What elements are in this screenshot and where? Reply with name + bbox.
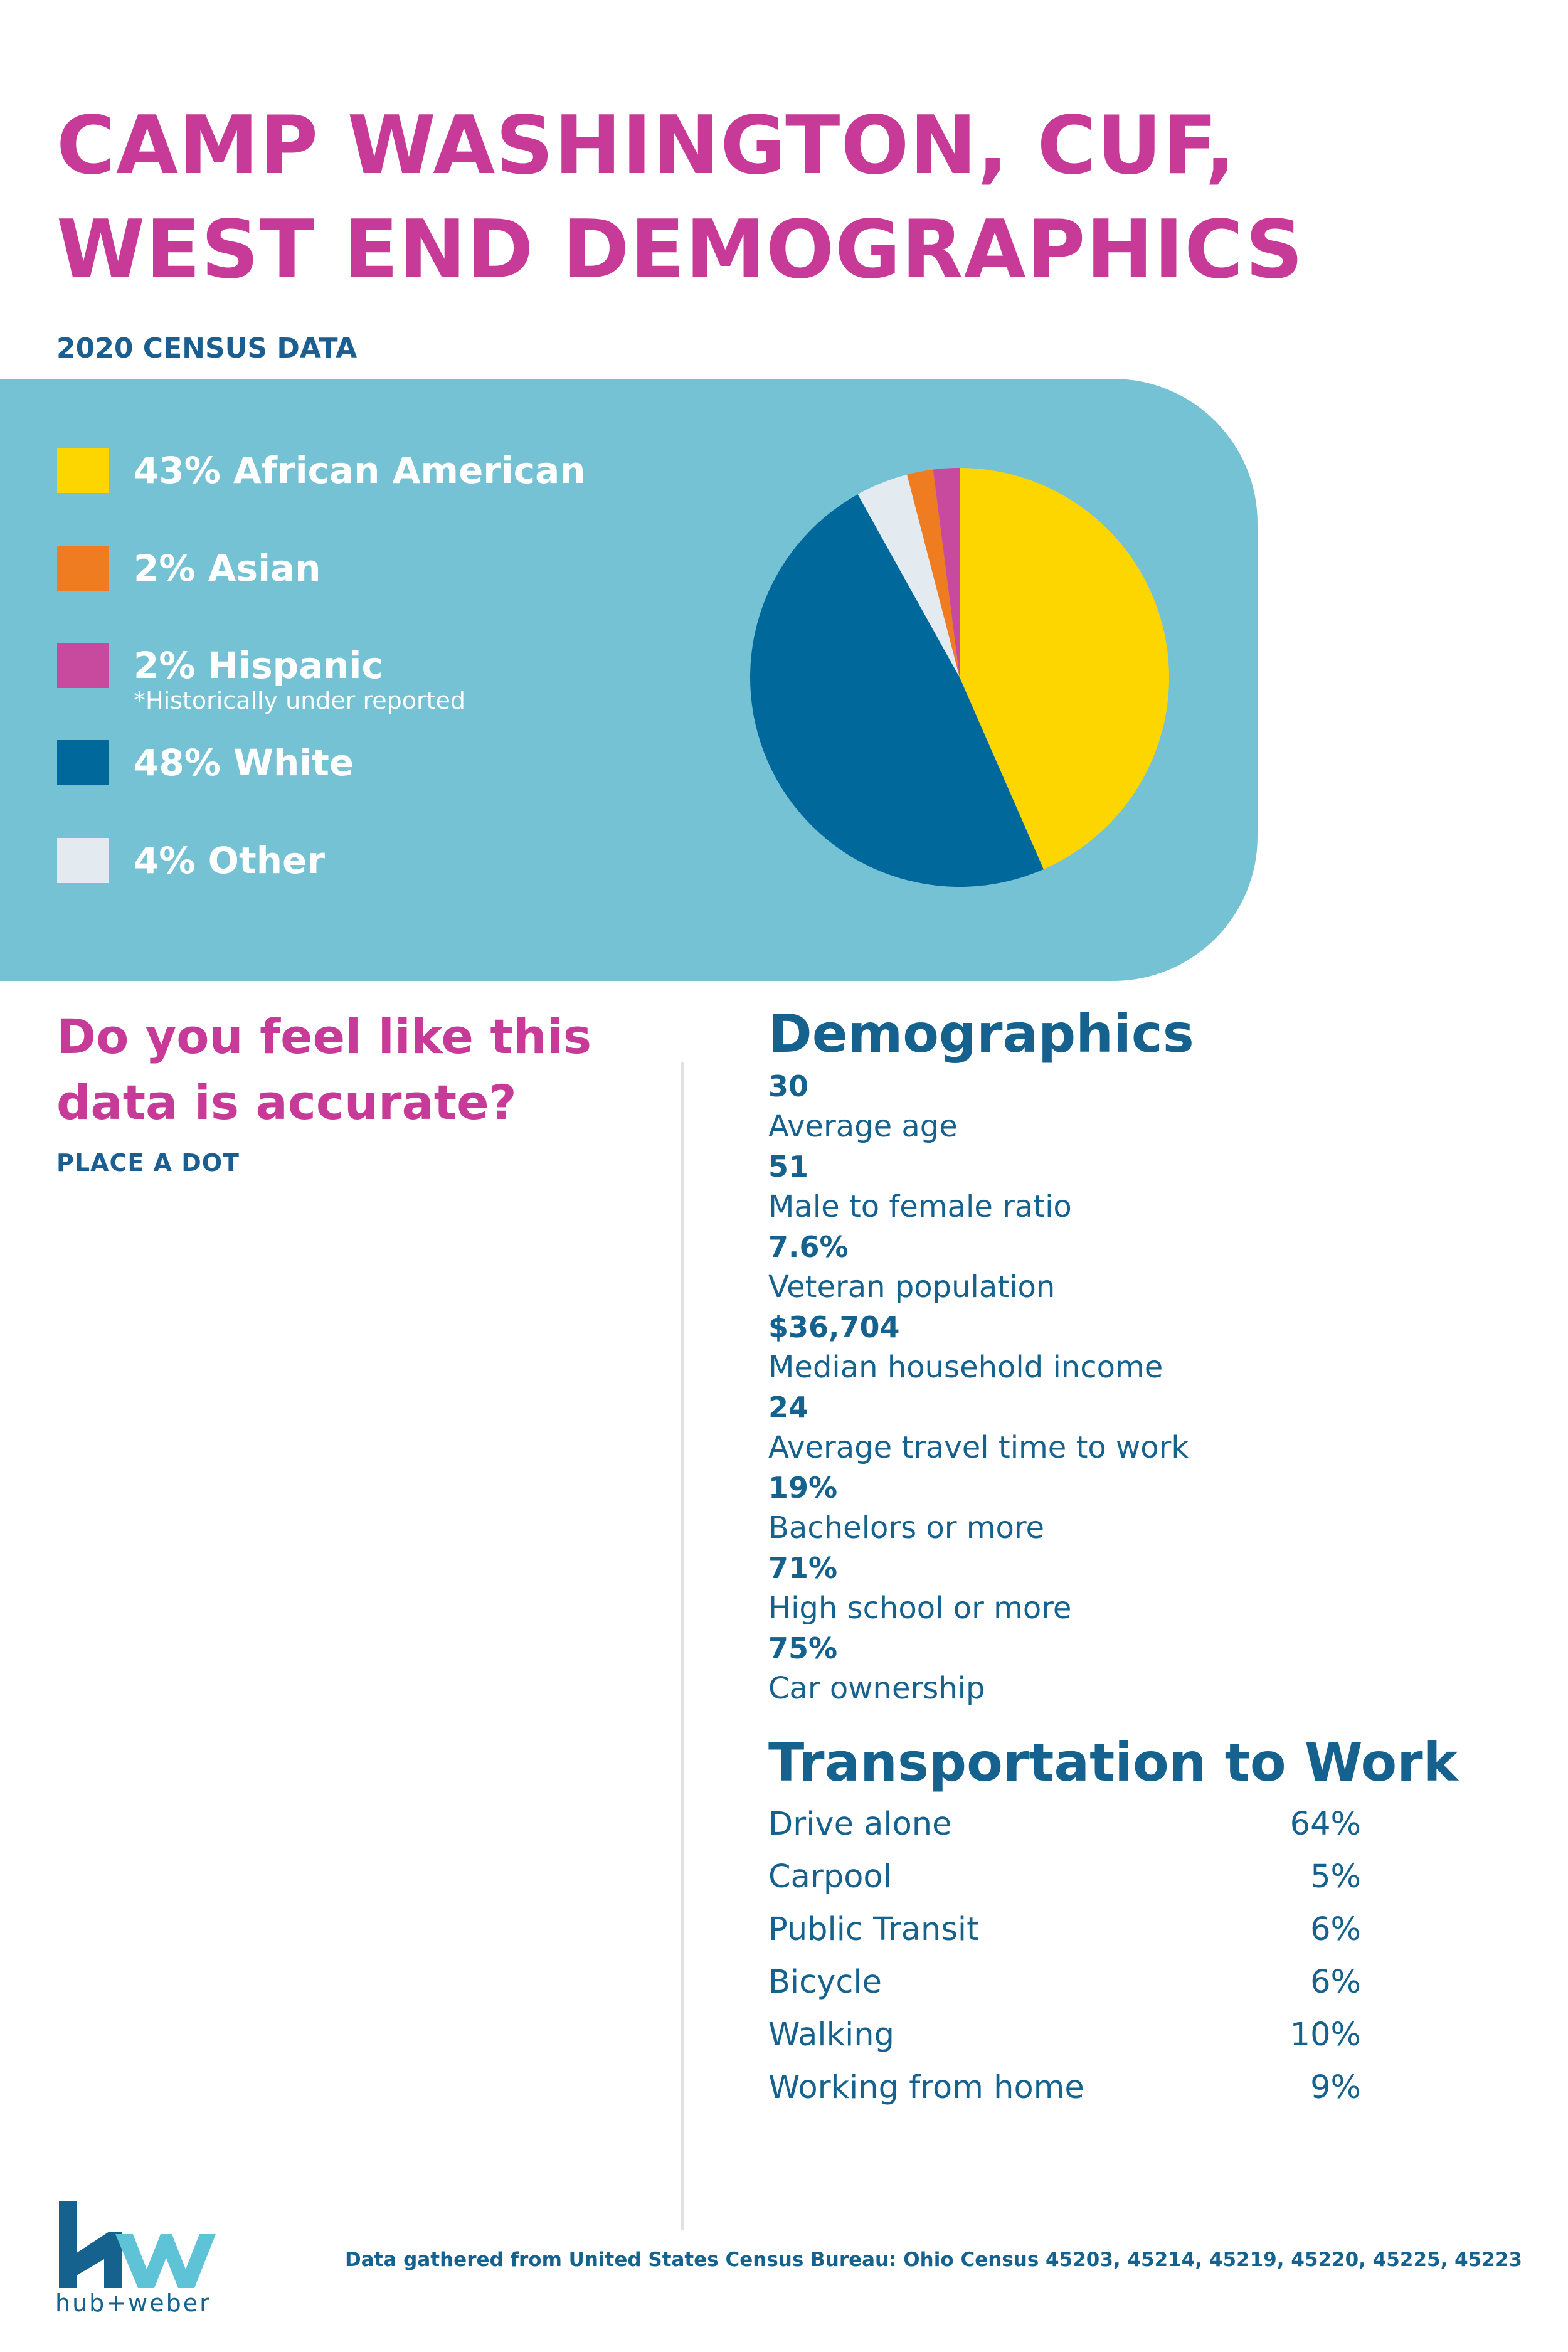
legend-item-other: 4% Other [57,838,325,883]
transportation-mode: Bicycle [768,1964,882,2001]
logo-wordmark: hub+weber [55,2289,211,2317]
pie-slice-african-american [960,468,1170,869]
legend-swatch [57,838,109,883]
demographic-value: 71% [768,1551,838,1585]
demographic-item: 7.6% Veteran population [768,1227,1490,1307]
page-title: CAMP WASHINGTON, CUF, WEST END DEMOGRAPH… [56,94,1304,302]
demographic-label: Veteran population [768,1269,1056,1305]
transportation-mode: Drive alone [768,1806,952,1843]
demographic-label: Bachelors or more [768,1510,1045,1545]
transportation-mode: Working from home [768,2069,1084,2106]
legend-item-hispanic: 2% Hispanic *Historically under reported [57,643,465,713]
demographic-item: 19% Bachelors or more [768,1468,1490,1548]
legend-label: 2% Asian [134,547,321,590]
legend-note: *Historically under reported [134,687,466,714]
accuracy-question: Do you feel like this data is accurate? [56,1009,592,1130]
page-title-line-2: WEST END DEMOGRAPHICS [56,203,1304,297]
demographic-label: Average travel time to work [768,1430,1189,1465]
transportation-row: Carpool 5% [768,1857,1361,1910]
legend-swatch [57,546,109,591]
race-pie-chart [750,468,1170,887]
place-dot-instruction: PLACE A DOT [56,1149,240,1177]
legend-item-african-american: 43% African American [57,448,586,493]
demographic-label: Car ownership [768,1671,985,1706]
transportation-mode: Walking [768,2016,894,2053]
transportation-title: Transportation to Work [768,1732,1458,1793]
column-divider [681,1062,684,2230]
legend-label: 43% African American [134,449,586,492]
transportation-percent: 6% [1310,1964,1361,2001]
pie-slice-hispanic [933,468,960,677]
demographic-label: Median household income [768,1350,1163,1385]
transportation-percent: 9% [1310,2069,1361,2106]
demographic-item: 30 Average age [768,1066,1490,1147]
legend-item-asian: 2% Asian [57,546,320,591]
transportation-percent: 64% [1290,1806,1361,1843]
demographic-value: 75% [768,1631,838,1665]
transportation-percent: 6% [1310,1911,1361,1948]
demographic-value: $36,704 [768,1310,900,1344]
pie-slice-white [750,494,1044,887]
page-title-line-1: CAMP WASHINGTON, CUF, [56,99,1236,193]
demographic-item: 24 Average travel time to work [768,1387,1490,1468]
pie-slice-other [857,474,960,677]
transportation-table: Drive alone 64% Carpool 5% Public Transi… [768,1804,1361,2121]
demographic-value: 51 [768,1150,809,1184]
transportation-percent: 5% [1310,1858,1361,1895]
transportation-row: Walking 10% [768,2015,1361,2068]
transportation-mode: Carpool [768,1858,892,1895]
legend-swatch [57,643,109,688]
hub-weber-logo [59,2201,216,2288]
transportation-row: Public Transit 6% [768,1910,1361,1963]
transportation-percent: 10% [1290,2016,1361,2053]
legend-label: 2% Hispanic [134,644,383,687]
legend-swatch [57,448,109,493]
demographics-list: 30 Average age 51 Male to female ratio 7… [768,1066,1490,1708]
transportation-row: Drive alone 64% [768,1804,1361,1857]
demographic-value: 19% [768,1471,838,1505]
demographic-item: 71% High school or more [768,1548,1490,1628]
transportation-row: Bicycle 6% [768,1963,1361,2015]
demographic-label: Male to female ratio [768,1189,1072,1224]
demographic-value: 30 [768,1069,809,1103]
pie-slice-asian [907,469,960,677]
legend-label: 48% White [134,741,354,784]
demographic-value: 24 [768,1391,809,1424]
page-subtitle: 2020 CENSUS DATA [56,332,358,364]
demographic-value: 7.6% [768,1230,849,1264]
legend-swatch [57,740,109,785]
data-source-note: Data gathered from United States Census … [345,2249,1522,2271]
demographics-title: Demographics [768,1003,1194,1064]
legend-label: 4% Other [134,839,325,882]
transportation-mode: Public Transit [768,1911,980,1948]
legend-item-white: 48% White [57,740,354,785]
demographic-item: 51 Male to female ratio [768,1147,1490,1227]
demographic-label: Average age [768,1109,958,1144]
demographic-label: High school or more [768,1591,1072,1626]
demographic-item: $36,704 Median household income [768,1307,1490,1387]
transportation-row: Working from home 9% [768,2068,1361,2121]
demographic-item: 75% Car ownership [768,1628,1490,1708]
